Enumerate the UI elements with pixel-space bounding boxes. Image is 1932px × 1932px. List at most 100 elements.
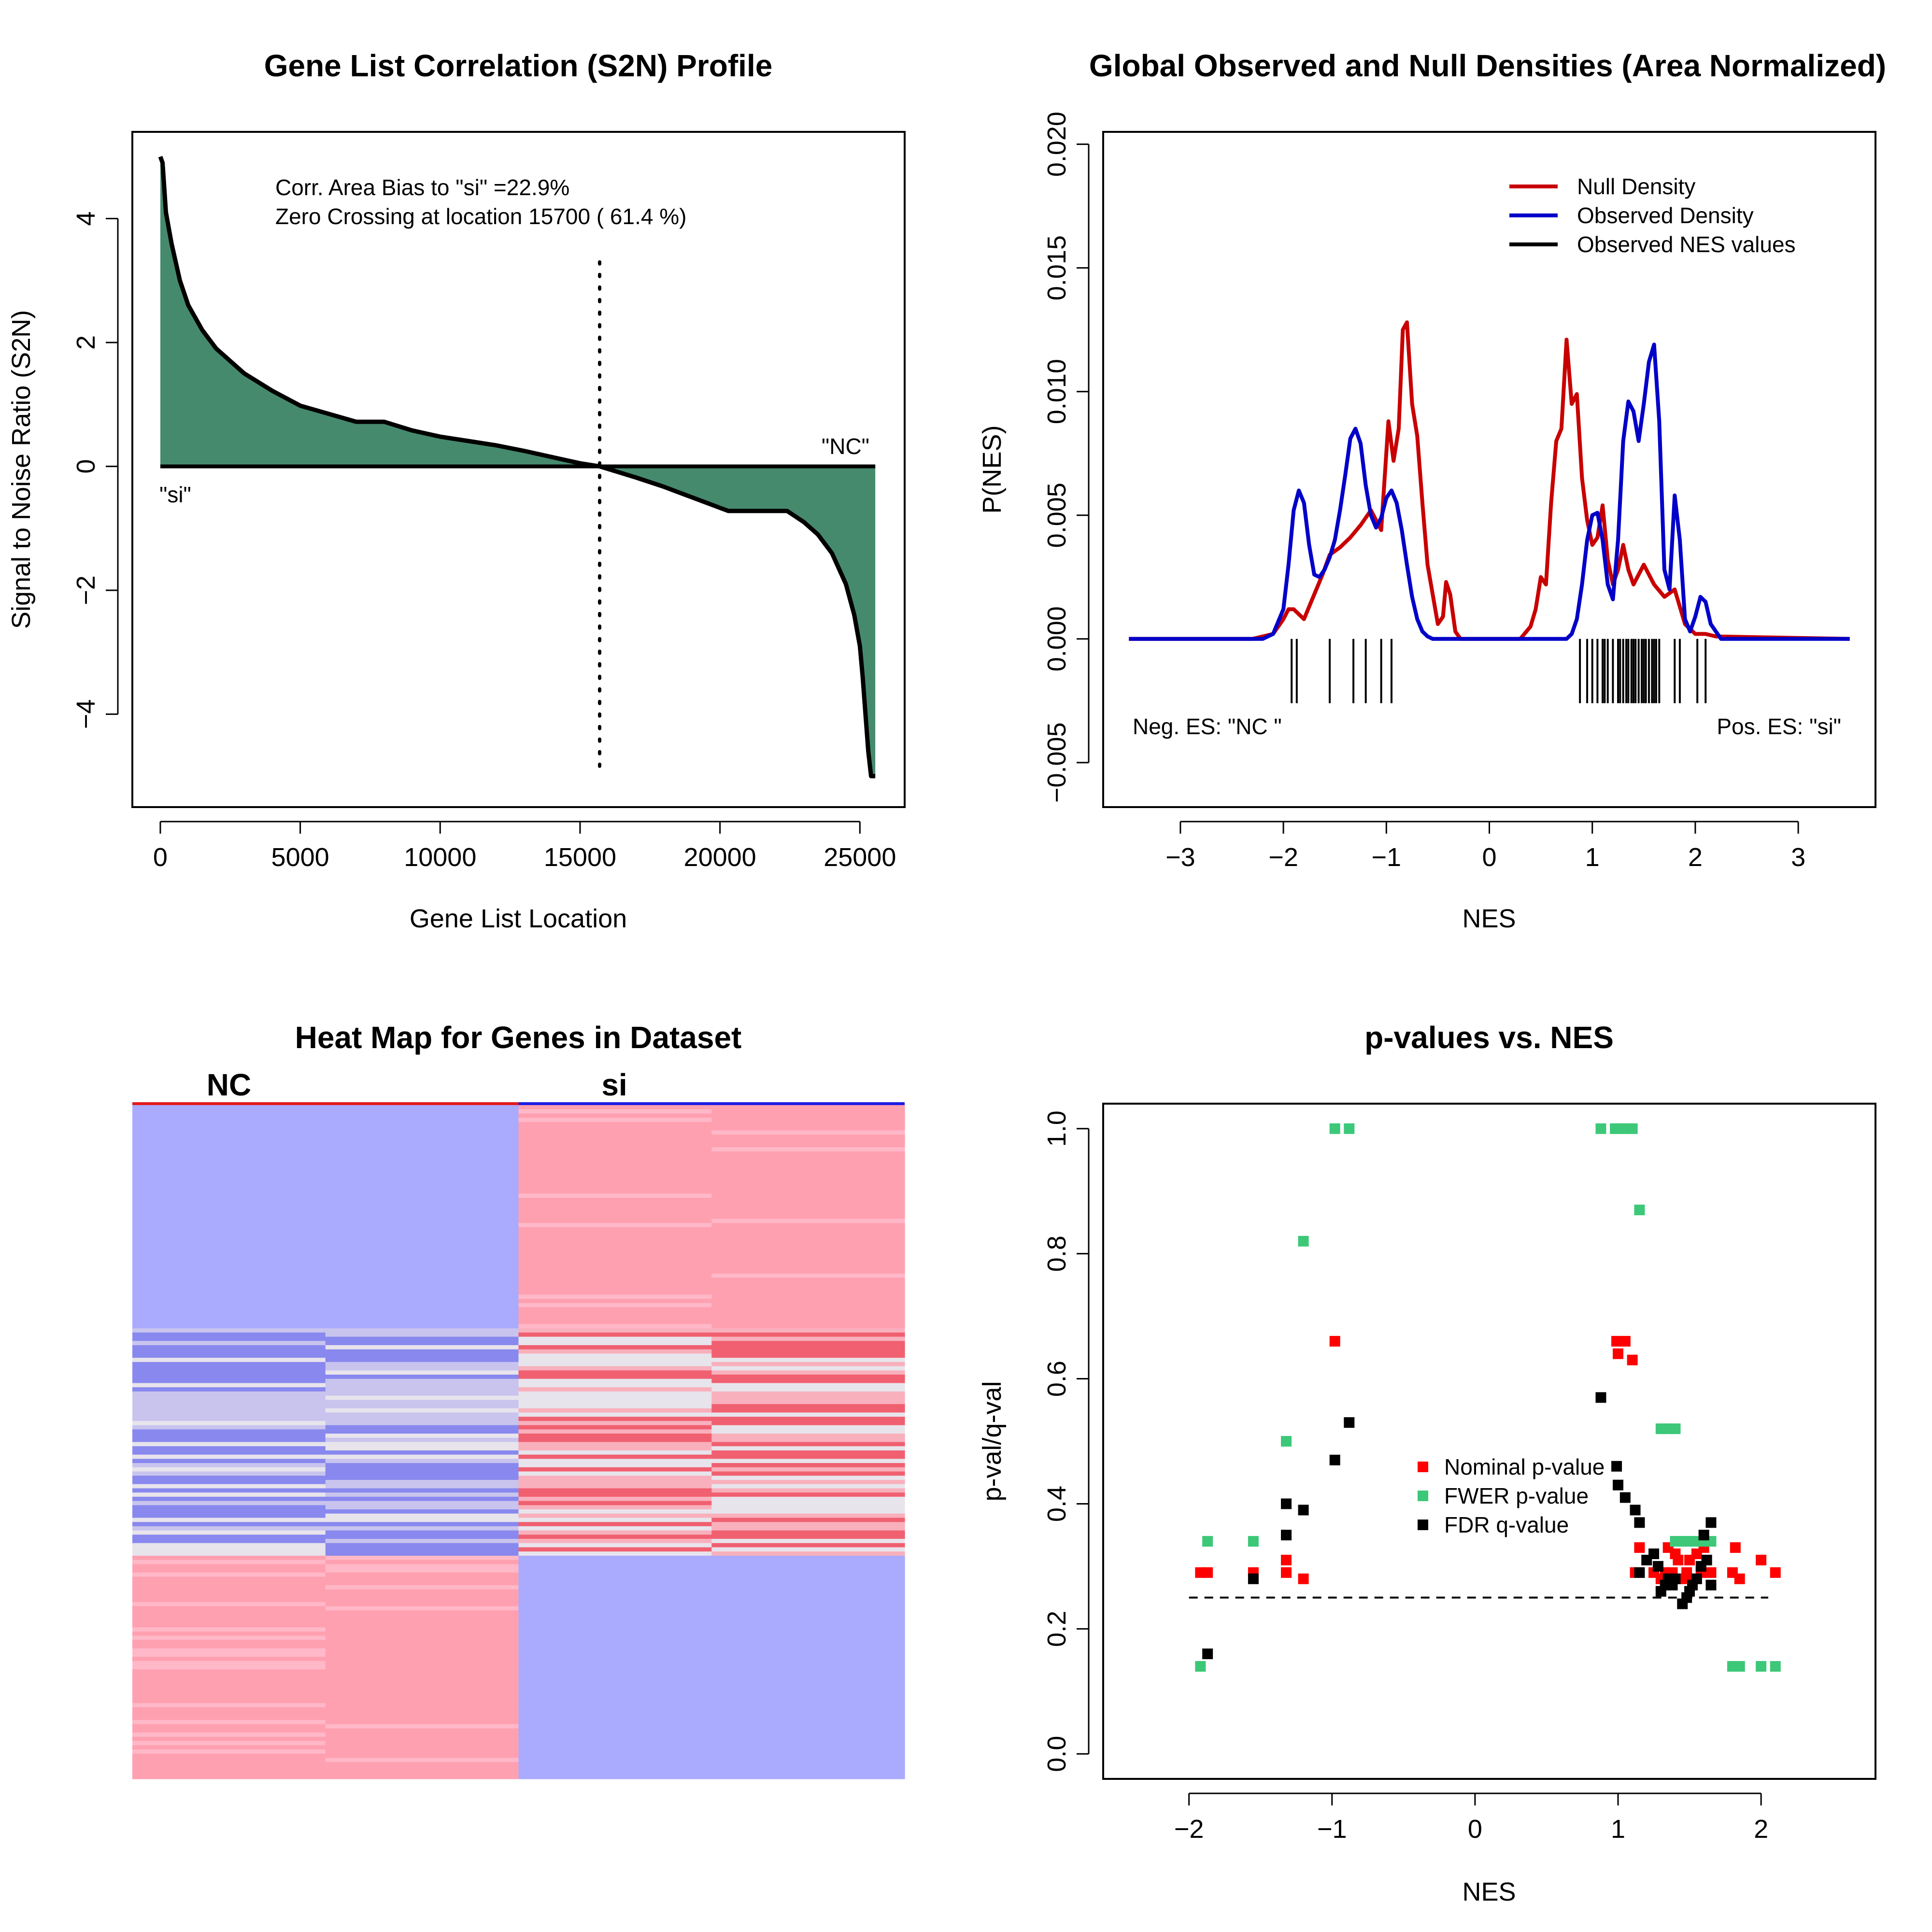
heatmap-cell xyxy=(132,1324,326,1329)
heatmap-cell xyxy=(518,1252,712,1257)
heatmap-cell xyxy=(711,1707,905,1712)
heatmap-cell xyxy=(518,1290,712,1295)
heatmap-cell xyxy=(518,1547,712,1552)
heatmap-cell xyxy=(518,1488,712,1493)
point-nominal xyxy=(1298,1573,1309,1584)
heatmap-cell xyxy=(518,1640,712,1645)
heatmap-cell xyxy=(132,1417,326,1421)
heatmap-cell xyxy=(132,1273,326,1279)
heatmap-cell xyxy=(518,1155,712,1160)
heatmap-cell xyxy=(518,1568,712,1573)
heatmap-cell xyxy=(518,1699,712,1704)
heatmap-cell xyxy=(325,1294,519,1299)
heatmap-cell xyxy=(711,1534,905,1539)
heatmap-cell xyxy=(711,1492,905,1497)
heatmap-cell xyxy=(711,1682,905,1687)
heatmap-cell xyxy=(325,1724,519,1729)
s2n-axes: 0 5000 10000 15000 20000 25000 −4 −2 0 2 4 xyxy=(71,212,896,872)
heatmap-cell xyxy=(325,1581,519,1586)
heatmap-cell xyxy=(518,1492,712,1497)
heatmap-cell xyxy=(132,1719,326,1725)
heatmap-cell xyxy=(711,1770,905,1775)
pvalues-y-tick-label: 0.8 xyxy=(1042,1236,1071,1272)
heatmap-cell xyxy=(711,1332,905,1337)
point-fdr xyxy=(1281,1498,1292,1509)
heatmap-cell xyxy=(325,1269,519,1274)
heatmap-cell xyxy=(518,1425,712,1430)
heatmap-cell xyxy=(711,1589,905,1594)
density-x-tick-label: 3 xyxy=(1791,843,1805,872)
heatmap-cell xyxy=(325,1585,519,1590)
heatmap-cell xyxy=(132,1164,326,1169)
heatmap-cell xyxy=(518,1581,712,1586)
panel-densities: Global Observed and Null Densities (Area… xyxy=(978,48,1886,933)
density-line-null xyxy=(1129,320,1850,641)
heatmap-cell xyxy=(132,1332,326,1337)
heatmap-cell xyxy=(325,1593,519,1598)
heatmap-cell xyxy=(132,1736,326,1742)
heatmap-cell xyxy=(132,1661,326,1666)
heatmap-cell xyxy=(518,1286,712,1291)
s2n-x-tick-label: 15000 xyxy=(544,843,616,872)
density-legend: Null Density Observed Density Observed N… xyxy=(1509,174,1796,257)
heatmap-cell xyxy=(325,1446,519,1451)
heatmap-cell xyxy=(518,1543,712,1548)
pvalues-x-tick-label: 2 xyxy=(1754,1815,1768,1844)
point-fwer xyxy=(1344,1123,1355,1134)
heatmap-cell xyxy=(132,1345,326,1350)
heatmap-cells xyxy=(132,1102,905,1779)
heatmap-cell xyxy=(518,1572,712,1577)
heatmap-cell xyxy=(518,1518,712,1522)
point-fdr xyxy=(1652,1561,1663,1572)
heatmap-cell xyxy=(711,1568,905,1573)
heatmap-cell xyxy=(132,1728,326,1733)
point-nominal xyxy=(1756,1554,1767,1565)
heatmap-cell xyxy=(132,1652,326,1657)
heatmap-cell xyxy=(132,1631,326,1636)
heatmap-cell xyxy=(132,1707,326,1712)
heatmap-cell xyxy=(132,1244,326,1249)
heatmap-cell xyxy=(711,1219,905,1223)
heatmap-cell xyxy=(518,1332,712,1337)
heatmap-cell xyxy=(132,1762,326,1767)
heatmap-cell xyxy=(518,1400,712,1405)
heatmap-cell xyxy=(518,1736,712,1742)
heatmap-cell xyxy=(711,1547,905,1552)
heatmap-cell xyxy=(132,1135,326,1139)
heatmap-cell xyxy=(132,1581,326,1586)
heatmap-cell xyxy=(325,1614,519,1619)
heatmap-cell xyxy=(132,1370,326,1375)
heatmap-cell xyxy=(518,1151,712,1156)
heatmap-cell xyxy=(325,1130,519,1135)
heatmap-cell xyxy=(325,1459,519,1463)
heatmap-cell xyxy=(711,1307,905,1312)
heatmap-cell xyxy=(518,1775,712,1779)
heatmap-cell xyxy=(711,1644,905,1649)
s2n-y-tick-label: 4 xyxy=(71,212,100,226)
heatmap-cell xyxy=(132,1256,326,1262)
heatmap-cell xyxy=(132,1749,326,1754)
heatmap-cell xyxy=(711,1387,905,1392)
pvalues-x-tick-label: 0 xyxy=(1468,1815,1482,1844)
heatmap-cell xyxy=(132,1492,326,1497)
point-fdr xyxy=(1630,1505,1641,1516)
heatmap-cell xyxy=(132,1412,326,1417)
density-y-tick-label: 0.000 xyxy=(1042,606,1071,671)
heatmap-cell xyxy=(711,1598,905,1603)
heatmap-cell xyxy=(325,1711,519,1716)
heatmap-cell xyxy=(518,1282,712,1287)
heatmap-cell xyxy=(132,1307,326,1312)
heatmap-cell xyxy=(325,1745,519,1750)
heatmap-cell xyxy=(132,1547,326,1552)
heatmap-cell xyxy=(518,1450,712,1455)
heatmap-cell xyxy=(132,1518,326,1522)
heatmap-cell xyxy=(711,1404,905,1409)
point-fdr xyxy=(1248,1573,1259,1584)
panel-heatmap: Heat Map for Genes in Dataset NC si xyxy=(132,1020,905,1779)
heatmap-cell xyxy=(711,1408,905,1413)
heatmap-cell xyxy=(518,1728,712,1733)
heatmap-cell xyxy=(711,1256,905,1262)
heatmap-cell xyxy=(325,1105,519,1110)
heatmap-cell xyxy=(325,1547,519,1552)
heatmap-cell xyxy=(711,1467,905,1472)
